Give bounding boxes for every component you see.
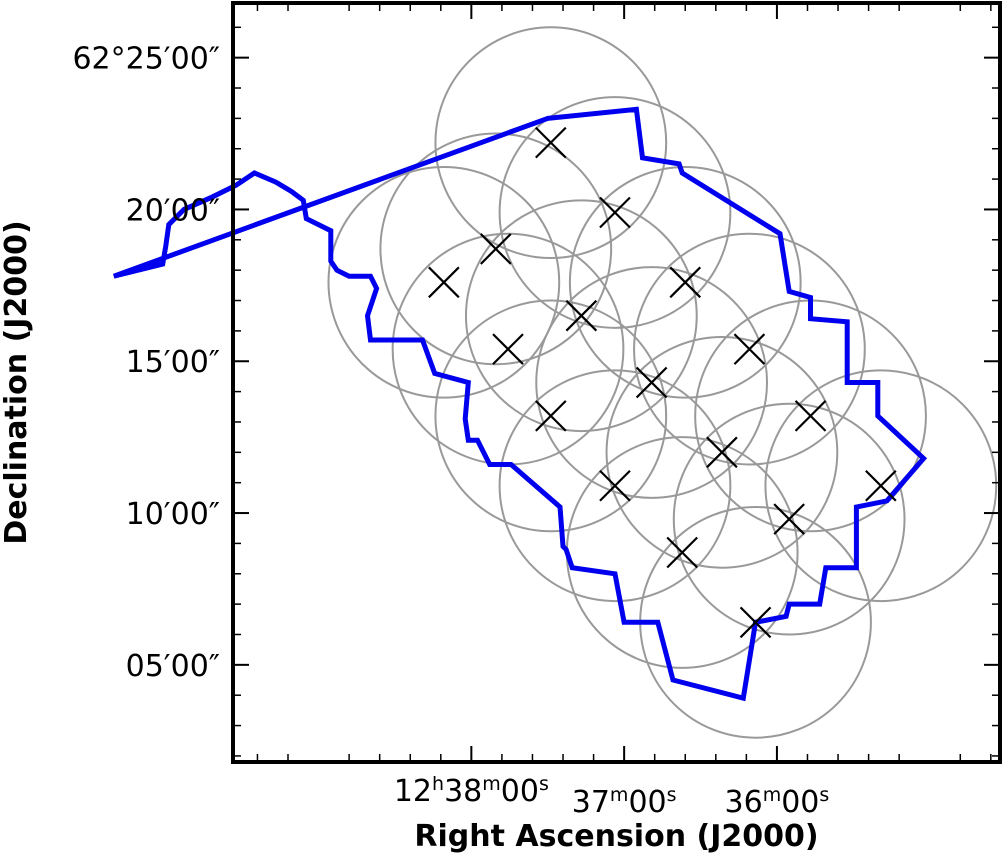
pointing-marker-2 [599, 196, 631, 229]
coverage-outline [112, 106, 928, 702]
beam-circle-7 [633, 232, 866, 466]
y-tick-label-2: 20′00″ [126, 193, 220, 228]
pointing-marker-3 [480, 233, 512, 265]
pointing-marker-12 [706, 436, 738, 469]
pointing-marker-7 [733, 333, 766, 365]
x-axis-title: Right Ascension (J2000) [414, 819, 818, 854]
plot-frame [231, 1, 1002, 764]
beam-circle-11 [434, 299, 668, 533]
pointing-marker-15 [773, 503, 805, 535]
axis-ticks [233, 3, 1000, 762]
y-tick-label-5: 05′00″ [126, 649, 220, 684]
x-tick-label-2: 37m00s [572, 784, 677, 820]
beam-circle-9 [535, 266, 769, 499]
beam-circle-5 [327, 165, 561, 399]
pointing-markers [428, 126, 897, 639]
beam-circle-15 [672, 402, 906, 636]
y-tick-label-4: 10′00″ [126, 497, 220, 532]
y-tick-label-3: 15′00″ [126, 345, 220, 380]
beam-circle-3 [379, 132, 613, 366]
beam-circle-4 [568, 165, 802, 399]
pointing-marker-17 [739, 606, 772, 639]
pointing-marker-14 [865, 469, 897, 502]
beam-circle-13 [498, 369, 732, 603]
beam-circle-1 [434, 26, 668, 260]
x-tick-labels: 12h38m00s 37m00s 36m00s [394, 773, 829, 820]
pointing-marker-13 [599, 469, 631, 502]
beam-circle-6 [464, 199, 698, 433]
pointing-marker-10 [794, 400, 827, 432]
x-tick-label-3: 36m00s [725, 784, 830, 820]
pointing-marker-11 [535, 400, 567, 432]
pointing-marker-1 [535, 126, 567, 159]
pointing-marker-8 [492, 333, 524, 365]
survey-outline [112, 106, 928, 702]
pointing-marker-9 [635, 366, 668, 399]
y-tick-label-1: 62°25′00″ [72, 42, 220, 77]
beam-circle-12 [605, 335, 839, 569]
pointing-marker-6 [565, 299, 598, 332]
y-axis-title: Declination (J2000) [0, 220, 34, 544]
beam-circle-2 [498, 96, 732, 329]
x-tick-label-1: 12h38m00s [394, 773, 549, 809]
y-tick-labels: 62°25′00″ 20′00″ 15′00″ 10′00″ 05′00″ [72, 42, 220, 684]
beam-circle-14 [764, 369, 998, 603]
pointing-marker-4 [669, 266, 702, 299]
pointing-marker-16 [666, 536, 698, 569]
pointing-marker-5 [428, 266, 460, 299]
